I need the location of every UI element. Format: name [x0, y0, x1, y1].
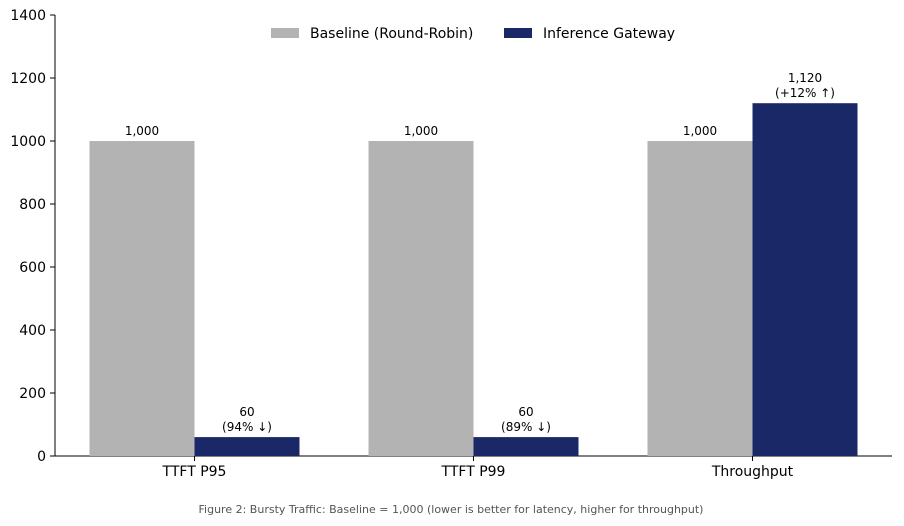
bar [194, 437, 300, 456]
figure-caption: Figure 2: Bursty Traffic: Baseline = 1,0… [199, 503, 704, 516]
y-tick-label: 1000 [10, 134, 46, 150]
legend-label: Inference Gateway [543, 26, 675, 42]
bar [647, 141, 753, 456]
bar [473, 437, 579, 456]
data-label: 1,000 [404, 124, 438, 138]
y-tick-label: 600 [19, 260, 46, 276]
bar [368, 141, 474, 456]
y-tick-label: 0 [37, 449, 46, 465]
x-tick-label: TTFT P95 [162, 464, 227, 480]
bars [89, 103, 858, 456]
y-tick-label: 1400 [10, 8, 46, 24]
legend-label: Baseline (Round-Robin) [310, 26, 473, 42]
data-label: 1,000 [125, 124, 159, 138]
data-label: 60 [518, 405, 533, 419]
y-tick-label: 1200 [10, 71, 46, 87]
data-label: (+12% ↑) [775, 86, 835, 100]
bar [89, 141, 195, 456]
bar [752, 103, 858, 456]
legend-swatch [271, 28, 299, 38]
x-tick-label: Throughput [711, 464, 794, 480]
x-tick-label: TTFT P99 [441, 464, 506, 480]
y-tick-label: 200 [19, 386, 46, 402]
legend-swatch [504, 28, 532, 38]
data-label: 1,000 [683, 124, 717, 138]
legend: Baseline (Round-Robin) Inference Gateway [271, 26, 675, 42]
data-label: (89% ↓) [501, 420, 551, 434]
axes: 0 200 400 600 800 1000 1200 1400 TTFT P95 TTFT P9… [10, 8, 892, 480]
data-label: 60 [239, 405, 254, 419]
data-label: 1,120 [788, 71, 822, 85]
y-tick-label: 800 [19, 197, 46, 213]
y-tick-label: 400 [19, 323, 46, 339]
data-label: (94% ↓) [222, 420, 272, 434]
